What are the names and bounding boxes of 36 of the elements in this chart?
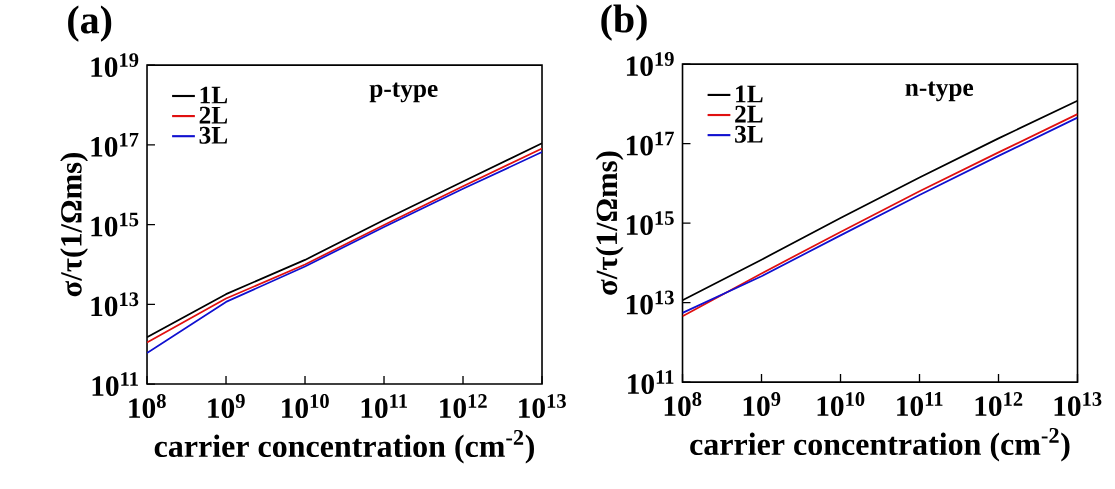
annotation: p-type bbox=[369, 82, 438, 103]
legend-label: 2L bbox=[735, 105, 763, 123]
chart-title: (a) bbox=[68, 5, 112, 42]
y-tick-label: 10$^{19}$ bbox=[626, 52, 674, 77]
legend-label: 1L bbox=[736, 85, 763, 103]
x-tick-label: 10$^{10}$ bbox=[282, 394, 329, 419]
x-axis-title: carrier concentration (cm$^{-2}$) bbox=[690, 427, 1070, 462]
y-tick-label: 10$^{17}$ bbox=[626, 131, 674, 156]
x-tick-label: 10$^{11}$ bbox=[897, 392, 943, 416]
y-tick-label: 10$^{13}$ bbox=[91, 292, 139, 317]
legend-label: 3L bbox=[199, 126, 228, 144]
y-tick-label: 10$^{13}$ bbox=[626, 290, 674, 315]
x-tick-label: 10$^{8}$ bbox=[129, 394, 166, 419]
y-axis-title: σ/τ(1/Ωms) bbox=[60, 153, 88, 297]
y-tick-label: 10$^{17}$ bbox=[91, 132, 139, 157]
annotation: n-type bbox=[905, 81, 974, 102]
x-tick-label: 10$^{11}$ bbox=[361, 394, 407, 418]
x-tick-label: 10$^{13}$ bbox=[519, 394, 566, 419]
y-tick-label: 10$^{11}$ bbox=[92, 372, 138, 396]
y-axis-title: σ/τ(1/Ωms) bbox=[595, 151, 624, 295]
legend-label: 3L bbox=[735, 125, 763, 143]
y-tick-label: 10$^{11}$ bbox=[628, 370, 674, 394]
chart-title: (b) bbox=[601, 4, 647, 41]
y-tick-label: 10$^{19}$ bbox=[91, 53, 139, 78]
x-tick-label: 10$^{8}$ bbox=[664, 392, 702, 417]
x-tick-label: 10$^{13}$ bbox=[1054, 392, 1102, 417]
x-tick-label: 10$^{12}$ bbox=[440, 394, 487, 419]
y-tick-label: 10$^{15}$ bbox=[626, 211, 674, 235]
legend-label: 1L bbox=[200, 86, 228, 104]
x-tick-label: 10$^{9}$ bbox=[208, 394, 245, 419]
y-tick-label: 10$^{15}$ bbox=[91, 212, 139, 237]
x-axis-title: carrier concentration (cm$^{-2}$) bbox=[154, 429, 534, 464]
legend-label: 2L bbox=[199, 106, 228, 124]
x-tick-label: 10$^{10}$ bbox=[817, 392, 865, 417]
x-tick-label: 10$^{12}$ bbox=[975, 392, 1023, 417]
x-tick-label: 10$^{9}$ bbox=[743, 392, 781, 417]
